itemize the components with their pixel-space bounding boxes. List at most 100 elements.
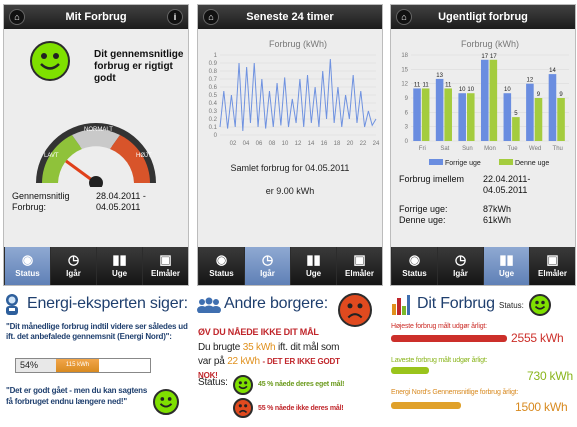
tab-label: Igår <box>453 269 468 278</box>
tab-bar: ◉ Status ◷ Igår ▮▮ Uge ▣ Elmåler <box>4 247 188 285</box>
bar-chart-icon: ▮▮ <box>499 252 514 267</box>
progress-percent: 54% <box>16 359 56 372</box>
y-tick-label: 0 <box>214 133 218 139</box>
tab-status[interactable]: ◉ Status <box>4 247 50 285</box>
y-tick-label: 12 <box>401 82 408 88</box>
x-tick-label: Thu <box>553 146 563 152</box>
x-tick-label: 02 <box>230 141 237 147</box>
gauge-label-low: LAVT <box>44 153 59 159</box>
bar-value-label: 17 <box>490 54 497 60</box>
usage-middle: ift. dit mål som var på <box>198 342 340 367</box>
gauge-low-zone <box>42 135 82 183</box>
clock-icon: ◷ <box>454 252 467 267</box>
bar-this-week <box>557 98 565 141</box>
row-highest: Højeste forbrug målt udgør årligt: 2555 … <box>391 323 575 345</box>
tab-yesterday[interactable]: ◷ Igår <box>244 247 290 285</box>
bar-value-label: 9 <box>537 92 541 98</box>
expert-quote-1: "Dit månedlige forbrug indtil videre ser… <box>6 322 188 341</box>
bar-previous-week <box>503 93 512 141</box>
tab-meter[interactable]: ▣ Elmåler <box>336 247 382 285</box>
expert-quote-2: "Det er godt gået - men du kan sagtens f… <box>6 386 148 406</box>
bar-previous-week <box>480 59 489 141</box>
x-tick-label: 06 <box>256 141 263 147</box>
y-tick-label: 0.7 <box>209 77 218 83</box>
progress-value: 115 kWh <box>56 359 99 372</box>
clock-icon: ◷ <box>67 252 80 267</box>
bar-value-label: 10 <box>467 87 474 93</box>
x-tick-label: 14 <box>308 141 315 147</box>
total-consumption: er 9.00 kWh <box>265 186 315 196</box>
legend-label: Denne uge <box>515 160 550 167</box>
this-week-label: Denne uge: <box>399 215 446 225</box>
bar-previous-week <box>526 83 534 141</box>
tab-week[interactable]: ▮▮ Uge <box>96 247 142 285</box>
x-tick-label: 08 <box>269 141 276 147</box>
expert-title: Energi-eksperten siger: <box>27 295 188 312</box>
summary-text: Samlet forbrug for 04.05.2011 <box>230 163 350 173</box>
bar-chart-icon: ▮▮ <box>112 252 127 267</box>
phone-screen-weekly: ⌂ Ugentligt forbrug Forbrug (kWh) 0 3 6 9 12 1… <box>390 4 576 286</box>
bad-percent: 55 % nåede ikke deres mål! <box>258 405 344 412</box>
gauge-high-zone <box>110 135 150 183</box>
legend-label: Forrige uge <box>445 160 481 167</box>
bar-this-week <box>489 59 498 141</box>
bar-value-label: 17 <box>481 54 488 60</box>
tab-label: Status <box>402 269 427 278</box>
tab-meter[interactable]: ▣ Elmåler <box>142 247 188 285</box>
gauge-label-high: HØJT <box>136 153 152 159</box>
row-bar <box>391 335 507 342</box>
sad-face-icon <box>338 293 372 327</box>
status-label: Status: <box>198 377 228 388</box>
y-tick-label: 0.5 <box>209 93 218 99</box>
bar-value-label: 11 <box>423 82 430 88</box>
yours-title: Dit Forbrug <box>417 295 495 312</box>
x-tick-label: 18 <box>334 141 341 147</box>
tab-yesterday[interactable]: ◷ Igår <box>437 247 483 285</box>
gauge-normal-zone <box>72 129 120 149</box>
usage-prefix: Du brugte <box>198 342 241 353</box>
page-title: Seneste 24 timer <box>246 11 334 23</box>
page-title: Mit Forbrug <box>65 11 127 23</box>
nav-bar: ⌂ Mit Forbrug i <box>4 5 188 29</box>
meter-icon: ▣ <box>159 252 172 267</box>
bar-value-label: 10 <box>459 87 466 93</box>
legend-this-week: Denne uge <box>499 159 549 167</box>
tab-meter[interactable]: ▣ Elmåler <box>529 247 575 285</box>
x-tick-label: Wed <box>529 146 541 152</box>
tab-label: Uge <box>305 269 322 278</box>
home-icon[interactable]: ⌂ <box>203 9 219 25</box>
page-title: Ugentligt forbrug <box>438 11 528 23</box>
bar-this-week <box>534 98 543 141</box>
this-week-value: 61kWh <box>483 215 512 225</box>
tab-label: Uge <box>111 269 128 278</box>
tab-week[interactable]: ▮▮ Uge <box>290 247 336 285</box>
tab-bar: ◉ Status ◷ Igår ▮▮ Uge ▣ Elmåler <box>391 247 575 285</box>
usage-suffix: - DET ER IKKE GODT NOK! <box>198 357 340 380</box>
row-bar <box>391 402 461 409</box>
bar-chart-icon <box>392 295 410 315</box>
bar-this-week <box>421 88 430 141</box>
tab-status[interactable]: ◉ Status <box>391 247 437 285</box>
tab-label: Status <box>15 269 40 278</box>
smiley-icon <box>529 294 551 316</box>
x-tick-label: Fri <box>419 146 426 152</box>
info-icon[interactable]: i <box>167 9 183 25</box>
y-tick-label: 3 <box>405 125 409 131</box>
x-tick-label: 16 <box>321 141 328 147</box>
legend-swatch <box>499 159 513 165</box>
y-tick-label: 15 <box>401 67 408 73</box>
tab-yesterday[interactable]: ◷ Igår <box>50 247 96 285</box>
tab-status[interactable]: ◉ Status <box>198 247 244 285</box>
usage-value: 35 kWh <box>242 342 276 353</box>
legend-previous-week: Forrige uge <box>429 159 481 167</box>
tab-week[interactable]: ▮▮ Uge <box>483 247 529 285</box>
row-value: 1500 kWh <box>515 400 568 414</box>
status-label: Status: <box>499 301 524 310</box>
citizens-panel: Andre borgere: ØV DU NÅEDE IKKE DIT MÅL … <box>196 291 384 425</box>
home-icon[interactable]: ⌂ <box>396 9 412 25</box>
tab-label: Igår <box>260 269 275 278</box>
y-tick-label: 0.2 <box>209 117 218 123</box>
x-tick-label: Mon <box>484 146 496 152</box>
home-icon[interactable]: ⌂ <box>9 9 25 25</box>
